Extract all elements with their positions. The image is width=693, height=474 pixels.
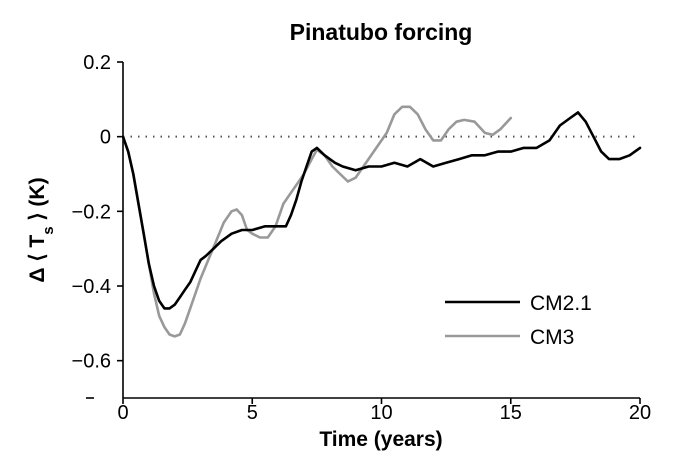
y-axis-label: Δ ⟨ Ts ⟩ (K) (26, 177, 57, 282)
series-group (121, 105, 642, 338)
y-axis-label-var: T (26, 235, 49, 248)
y-axis-label-unit: (K) (26, 177, 49, 206)
y-axis-label-delta: Δ (26, 268, 49, 283)
legend-label: CM2.1 (530, 292, 592, 315)
y-ticks: 0.2 0 −0.2 −0.4 −0.6 (72, 52, 123, 373)
x-tick-label: 0 (117, 402, 128, 424)
y-tick-label: −0.6 (72, 351, 111, 373)
x-axis-label: Time (years) (319, 428, 442, 451)
y-tick-label: 0.2 (83, 52, 111, 74)
x-tick-label: 15 (500, 402, 522, 424)
legend-label: CM3 (530, 326, 574, 349)
x-tick-label: 10 (370, 402, 392, 424)
x-tick-label: 20 (629, 402, 651, 424)
chart-title: Pinatubo forcing (290, 19, 473, 45)
series-line-cm3 (121, 105, 513, 338)
x-ticks: 0 5 10 15 20 (117, 398, 651, 424)
legend: CM2.1 CM3 (445, 292, 592, 349)
x-tick-label: 5 (247, 402, 258, 424)
y-axis-label-rangle: ⟩ (26, 212, 49, 220)
y-tick-label: −0.4 (72, 276, 111, 298)
series-line-cm2-1 (121, 111, 642, 310)
y-tick-label: 0 (100, 127, 111, 149)
y-tick-label: −0.2 (72, 201, 111, 223)
y-axis-label-langle: ⟨ (26, 253, 49, 261)
y-axis-label-sub: s (40, 226, 57, 234)
plot-area: 0.2 0 −0.2 −0.4 −0.6 0 5 10 15 20 (72, 52, 652, 424)
svg-text:Δ ⟨ Ts ⟩ (K): Δ ⟨ Ts ⟩ (K) (26, 177, 57, 282)
